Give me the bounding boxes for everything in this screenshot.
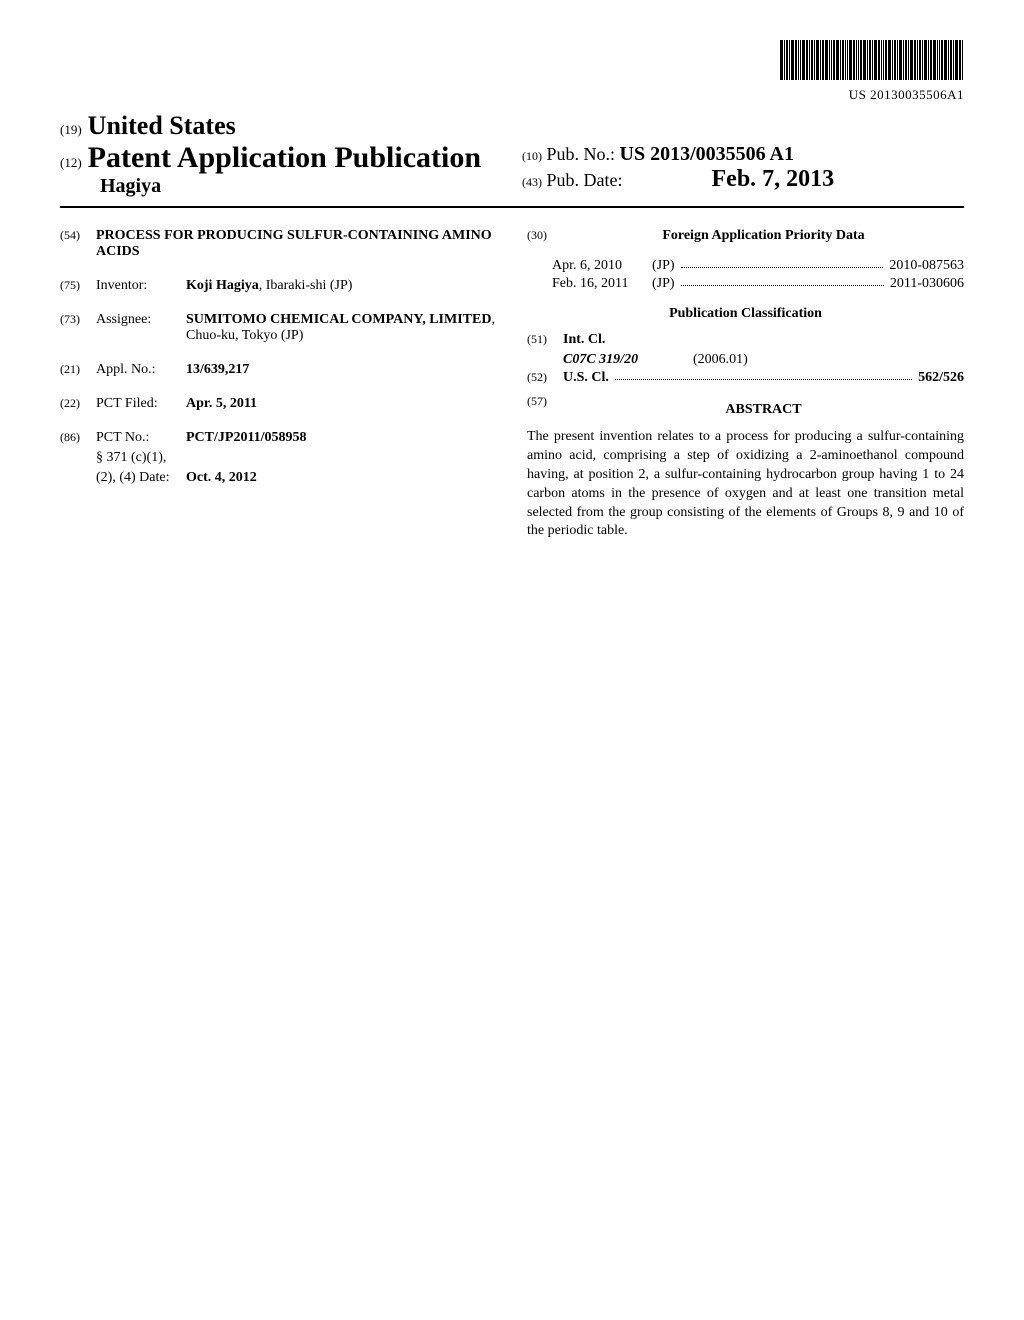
header: (19) United States (12) Patent Applicati… (60, 111, 964, 198)
applno-row: (21) Appl. No.: 13/639,217 (60, 362, 497, 378)
uscl-label: U.S. Cl. (563, 370, 609, 386)
priority-heading: Foreign Application Priority Data (563, 228, 964, 244)
classification-heading: Publication Classification (527, 306, 964, 322)
priority-row: Apr. 6, 2010(JP) 2010-087563 (527, 258, 964, 274)
uscl-row: (52) U.S. Cl. 562/526 (527, 370, 964, 386)
pub-date-line: (43) Pub. Date: Feb. 7, 2013 (522, 166, 964, 193)
inventor-loc: , Ibaraki-shi (JP) (259, 278, 353, 293)
assignee-label: Assignee: (96, 312, 186, 328)
pctno-row: (86) PCT No.: PCT/JP2011/058958 (60, 430, 497, 446)
assignee-name: SUMITOMO CHEMICAL COMPANY, LIMITED (186, 312, 491, 327)
pctfiled-label: PCT Filed: (96, 396, 186, 412)
country-line: (19) United States (60, 111, 502, 141)
s371-date-value: Oct. 4, 2012 (186, 470, 257, 486)
title-text: PROCESS FOR PRODUCING SULFUR-CONTAINING … (96, 228, 497, 260)
priority-date: Apr. 6, 2010 (552, 258, 652, 274)
pub-date-value: Feb. 7, 2013 (712, 166, 835, 192)
applno-value: 13/639,217 (186, 362, 249, 378)
pctno-code: (86) (60, 430, 96, 445)
applno-code: (21) (60, 362, 96, 377)
pub-no-code: (10) (522, 149, 542, 163)
right-column: (30) Foreign Application Priority Data A… (527, 228, 964, 541)
s371-date-label: (2), (4) Date: (96, 470, 186, 486)
abstract-header-row: (57) ABSTRACT (527, 394, 964, 424)
pctfiled-code: (22) (60, 396, 96, 411)
pctfiled-value: Apr. 5, 2011 (186, 396, 257, 412)
s371-label: § 371 (c)(1), (96, 450, 166, 466)
priority-header-row: (30) Foreign Application Priority Data (527, 228, 964, 254)
header-left: (19) United States (12) Patent Applicati… (60, 111, 502, 198)
country-code: (19) (60, 122, 82, 137)
pctfiled-row: (22) PCT Filed: Apr. 5, 2011 (60, 396, 497, 412)
assignee-code: (73) (60, 312, 96, 327)
inventor-label: Inventor: (96, 278, 186, 294)
intcl-class: C07C 319/20 (563, 352, 693, 368)
left-column: (54) PROCESS FOR PRODUCING SULFUR-CONTAI… (60, 228, 497, 541)
inventor-code: (75) (60, 278, 96, 293)
barcode-section: US 20130035506A1 (60, 40, 964, 103)
uscl-dotted (615, 370, 912, 380)
author-name: Hagiya (60, 175, 502, 198)
country-name: United States (88, 111, 236, 140)
pub-type-code: (12) (60, 155, 82, 170)
pctno-value: PCT/JP2011/058958 (186, 430, 307, 446)
pub-date-code: (43) (522, 175, 542, 189)
pub-type: Patent Application Publication (88, 141, 481, 174)
priority-date: Feb. 16, 2011 (552, 276, 652, 292)
barcode-pub-number: US 20130035506A1 (60, 87, 964, 103)
abstract-text: The present invention relates to a proce… (527, 428, 964, 541)
priority-number: 2010-087563 (889, 258, 964, 274)
pub-no-label: Pub. No.: (547, 144, 616, 164)
s371-row-1: § 371 (c)(1), (60, 450, 497, 466)
applno-label: Appl. No.: (96, 362, 186, 378)
assignee-value: SUMITOMO CHEMICAL COMPANY, LIMITED, Chuo… (186, 312, 497, 344)
content-columns: (54) PROCESS FOR PRODUCING SULFUR-CONTAI… (60, 228, 964, 541)
abstract-code: (57) (527, 394, 563, 409)
pub-no-value: US 2013/0035506 A1 (620, 143, 794, 165)
inventor-row: (75) Inventor: Koji Hagiya, Ibaraki-shi … (60, 278, 497, 294)
priority-row: Feb. 16, 2011(JP) 2011-030606 (527, 276, 964, 292)
uscl-code: (52) (527, 370, 563, 385)
header-right: (10) Pub. No.: US 2013/0035506 A1 (43) P… (502, 111, 964, 198)
intcl-code: (51) (527, 332, 563, 347)
pub-number-line: (10) Pub. No.: US 2013/0035506 A1 (522, 143, 964, 166)
s371-row-2: (2), (4) Date: Oct. 4, 2012 (60, 470, 497, 486)
pub-type-line: (12) Patent Application Publication (60, 141, 502, 175)
header-divider (60, 206, 964, 208)
intcl-class-row: C07C 319/20 (2006.01) (527, 352, 964, 368)
inventor-value: Koji Hagiya, Ibaraki-shi (JP) (186, 278, 352, 294)
intcl-row: (51) Int. Cl. (527, 332, 964, 348)
priority-country: (JP) (652, 258, 675, 274)
priority-number: 2011-030606 (890, 276, 964, 292)
priority-code: (30) (527, 228, 563, 243)
abstract-heading: ABSTRACT (563, 402, 964, 418)
inventor-name: Koji Hagiya (186, 278, 259, 293)
priority-rows: Apr. 6, 2010(JP) 2010-087563 Feb. 16, 2011… (527, 258, 964, 292)
barcode-graphic (780, 40, 964, 85)
title-code: (54) (60, 228, 96, 243)
title-row: (54) PROCESS FOR PRODUCING SULFUR-CONTAI… (60, 228, 497, 260)
assignee-row: (73) Assignee: SUMITOMO CHEMICAL COMPANY… (60, 312, 497, 344)
intcl-label: Int. Cl. (563, 332, 605, 348)
priority-dotted (681, 258, 884, 268)
pub-date-label: Pub. Date: (547, 170, 623, 190)
priority-country: (JP) (652, 276, 675, 292)
intcl-date: (2006.01) (693, 352, 748, 368)
uscl-value: 562/526 (918, 370, 964, 386)
pctno-label: PCT No.: (96, 430, 186, 446)
priority-dotted (681, 276, 884, 286)
